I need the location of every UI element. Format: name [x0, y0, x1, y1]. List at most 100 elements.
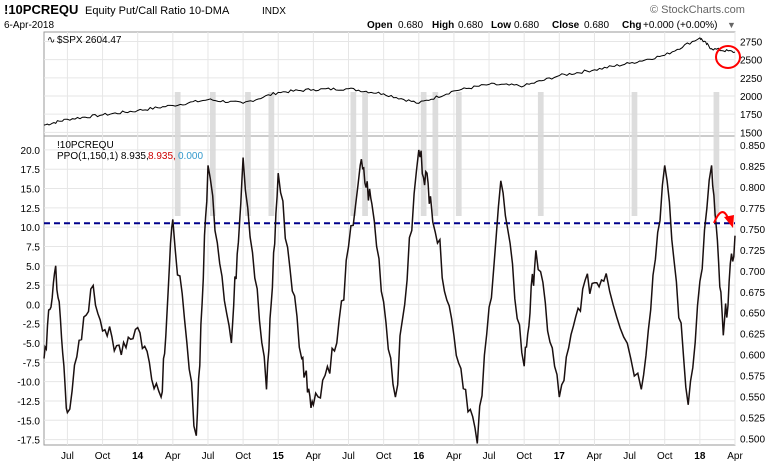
price-tick-label: 1500: [740, 128, 763, 139]
x-axis: Jul Oct 14 Apr Jul Oct 15 Apr Jul Oct 16 Apr Jul Oct 1…: [61, 451, 743, 462]
ppo-right-tick-label: 0.750: [740, 225, 765, 236]
highlight-band: [713, 92, 720, 216]
highlight-band: [245, 92, 251, 216]
close-label: Close: [552, 20, 580, 31]
ppo-left-tick-label: -5.0: [23, 339, 41, 350]
highlight-band: [455, 92, 462, 216]
x-tick-label: Jul: [202, 451, 215, 462]
ppo-left-tick-label: 0.0: [26, 300, 40, 311]
open-label: Open: [367, 20, 393, 31]
ppo-left-tick-label: 12.5: [21, 204, 41, 215]
price-legend: ∿ $SPX 2604.47: [47, 35, 122, 46]
price-axis: 1500 1750 2000 2250 2500 2750: [740, 37, 763, 139]
x-tick-label: Jul: [61, 451, 74, 462]
highlight-band: [174, 92, 181, 216]
price-tick-label: 1750: [740, 110, 763, 121]
x-tick-label: 18: [694, 451, 706, 462]
ppo-value-red: 8.935,: [148, 151, 176, 162]
highlight-band: [362, 92, 368, 216]
ppo-right-axis: 0.500 0.525 0.550 0.575 0.600 0.625 0.650 0.675…: [740, 141, 765, 445]
grid-lines: [44, 32, 736, 445]
ppo-left-tick-label: 2.5: [26, 281, 40, 292]
x-tick-label: Oct: [235, 451, 251, 462]
x-tick-label: 15: [273, 451, 285, 462]
low-value: 0.680: [514, 20, 539, 31]
x-tick-label: 17: [554, 451, 566, 462]
highlight-band: [631, 92, 638, 216]
ppo-legend-title: !10PCREQU: [57, 140, 114, 151]
ppo-arrow-annotation: [713, 211, 729, 224]
ppo-left-tick-label: -10.0: [17, 378, 40, 389]
x-tick-label: Apr: [306, 451, 322, 462]
price-legend-text: $SPX 2604.47: [57, 35, 122, 46]
ppo-right-tick-label: 0.650: [740, 309, 765, 320]
ppo-arrowhead-icon: [724, 215, 734, 228]
highlight-band: [420, 92, 427, 216]
ppo-right-tick-label: 0.700: [740, 267, 765, 278]
ppo-left-tick-label: -17.5: [17, 436, 40, 447]
highlight-band: [268, 92, 275, 216]
watermark: © StockCharts.com: [650, 4, 745, 16]
ppo-right-tick-label: 0.800: [740, 183, 765, 194]
ppo-right-tick-label: 0.850: [740, 141, 765, 152]
ppo-right-tick-label: 0.625: [740, 330, 765, 341]
ppo-line: [43, 149, 736, 444]
x-tick-label: Apr: [587, 451, 603, 462]
ppo-left-tick-label: -7.5: [23, 358, 41, 369]
x-tick-label: Oct: [657, 451, 673, 462]
ppo-legend-text: PPO(1,150,1) 8.935,: [57, 151, 149, 162]
ppo-left-tick-label: 5.0: [26, 262, 40, 273]
x-tick-label: Oct: [516, 451, 532, 462]
x-tick-label: Apr: [727, 451, 743, 462]
ppo-right-tick-label: 0.600: [740, 351, 765, 362]
ppo-right-tick-label: 0.825: [740, 162, 765, 173]
exchange-label: INDX: [262, 6, 286, 17]
ppo-right-tick-label: 0.550: [740, 392, 765, 403]
x-tick-label: Jul: [623, 451, 636, 462]
symbol-description: Equity Put/Call Ratio 10-DMA: [85, 5, 230, 17]
ppo-left-axis: -17.5 -15.0 -12.5 -10.0 -7.5 -5.0 -2.5 0.0 2.5 5.…: [17, 146, 40, 447]
wave-icon: ∿: [47, 35, 55, 46]
ppo-left-tick-label: 10.0: [21, 223, 41, 234]
x-tick-label: Oct: [376, 451, 392, 462]
price-tick-label: 2000: [740, 92, 763, 103]
highlight-band: [350, 92, 357, 216]
x-tick-label: Jul: [483, 451, 496, 462]
x-tick-label: Apr: [165, 451, 181, 462]
date-label: 6-Apr-2018: [4, 20, 54, 31]
ppo-right-tick-label: 0.725: [740, 246, 765, 257]
ppo-panel-frame: [43, 135, 736, 446]
spx-price-line: [43, 37, 736, 126]
highlight-band: [537, 92, 544, 216]
highlight-band: [432, 92, 439, 216]
price-highlight-circle: [715, 45, 741, 69]
ppo-value-blue: 0.000: [178, 151, 203, 162]
price-tick-label: 2500: [740, 56, 763, 67]
high-label: High: [432, 20, 454, 31]
ppo-left-tick-label: -15.0: [17, 416, 40, 427]
price-tick-label: 2250: [740, 74, 763, 85]
low-label: Low: [491, 20, 511, 31]
x-tick-label: Jul: [342, 451, 355, 462]
chg-value: +0.000 (+0.00%): [643, 20, 718, 31]
x-tick-label: Apr: [446, 451, 462, 462]
high-value: 0.680: [458, 20, 483, 31]
x-tick-label: 14: [132, 451, 144, 462]
close-value: 0.680: [584, 20, 609, 31]
ppo-right-tick-label: 0.525: [740, 413, 765, 424]
highlight-bands: [174, 92, 720, 216]
ppo-right-tick-label: 0.500: [740, 434, 765, 445]
symbol-label: !10PCREQU: [4, 2, 78, 17]
ppo-right-tick-label: 0.775: [740, 204, 765, 215]
ppo-legend: !10PCREQU PPO(1,150,1) 8.935, 8.935, 0.0…: [57, 140, 203, 162]
x-tick-label: Oct: [95, 451, 111, 462]
ppo-left-tick-label: 7.5: [26, 242, 40, 253]
ppo-right-tick-label: 0.675: [740, 288, 765, 299]
chg-down-arrow-icon: ▼: [727, 20, 736, 30]
ppo-left-tick-label: 15.0: [21, 185, 41, 196]
ppo-left-tick-label: 20.0: [21, 146, 41, 157]
ppo-left-tick-label: -12.5: [17, 397, 40, 408]
x-tick-label: 16: [413, 451, 425, 462]
